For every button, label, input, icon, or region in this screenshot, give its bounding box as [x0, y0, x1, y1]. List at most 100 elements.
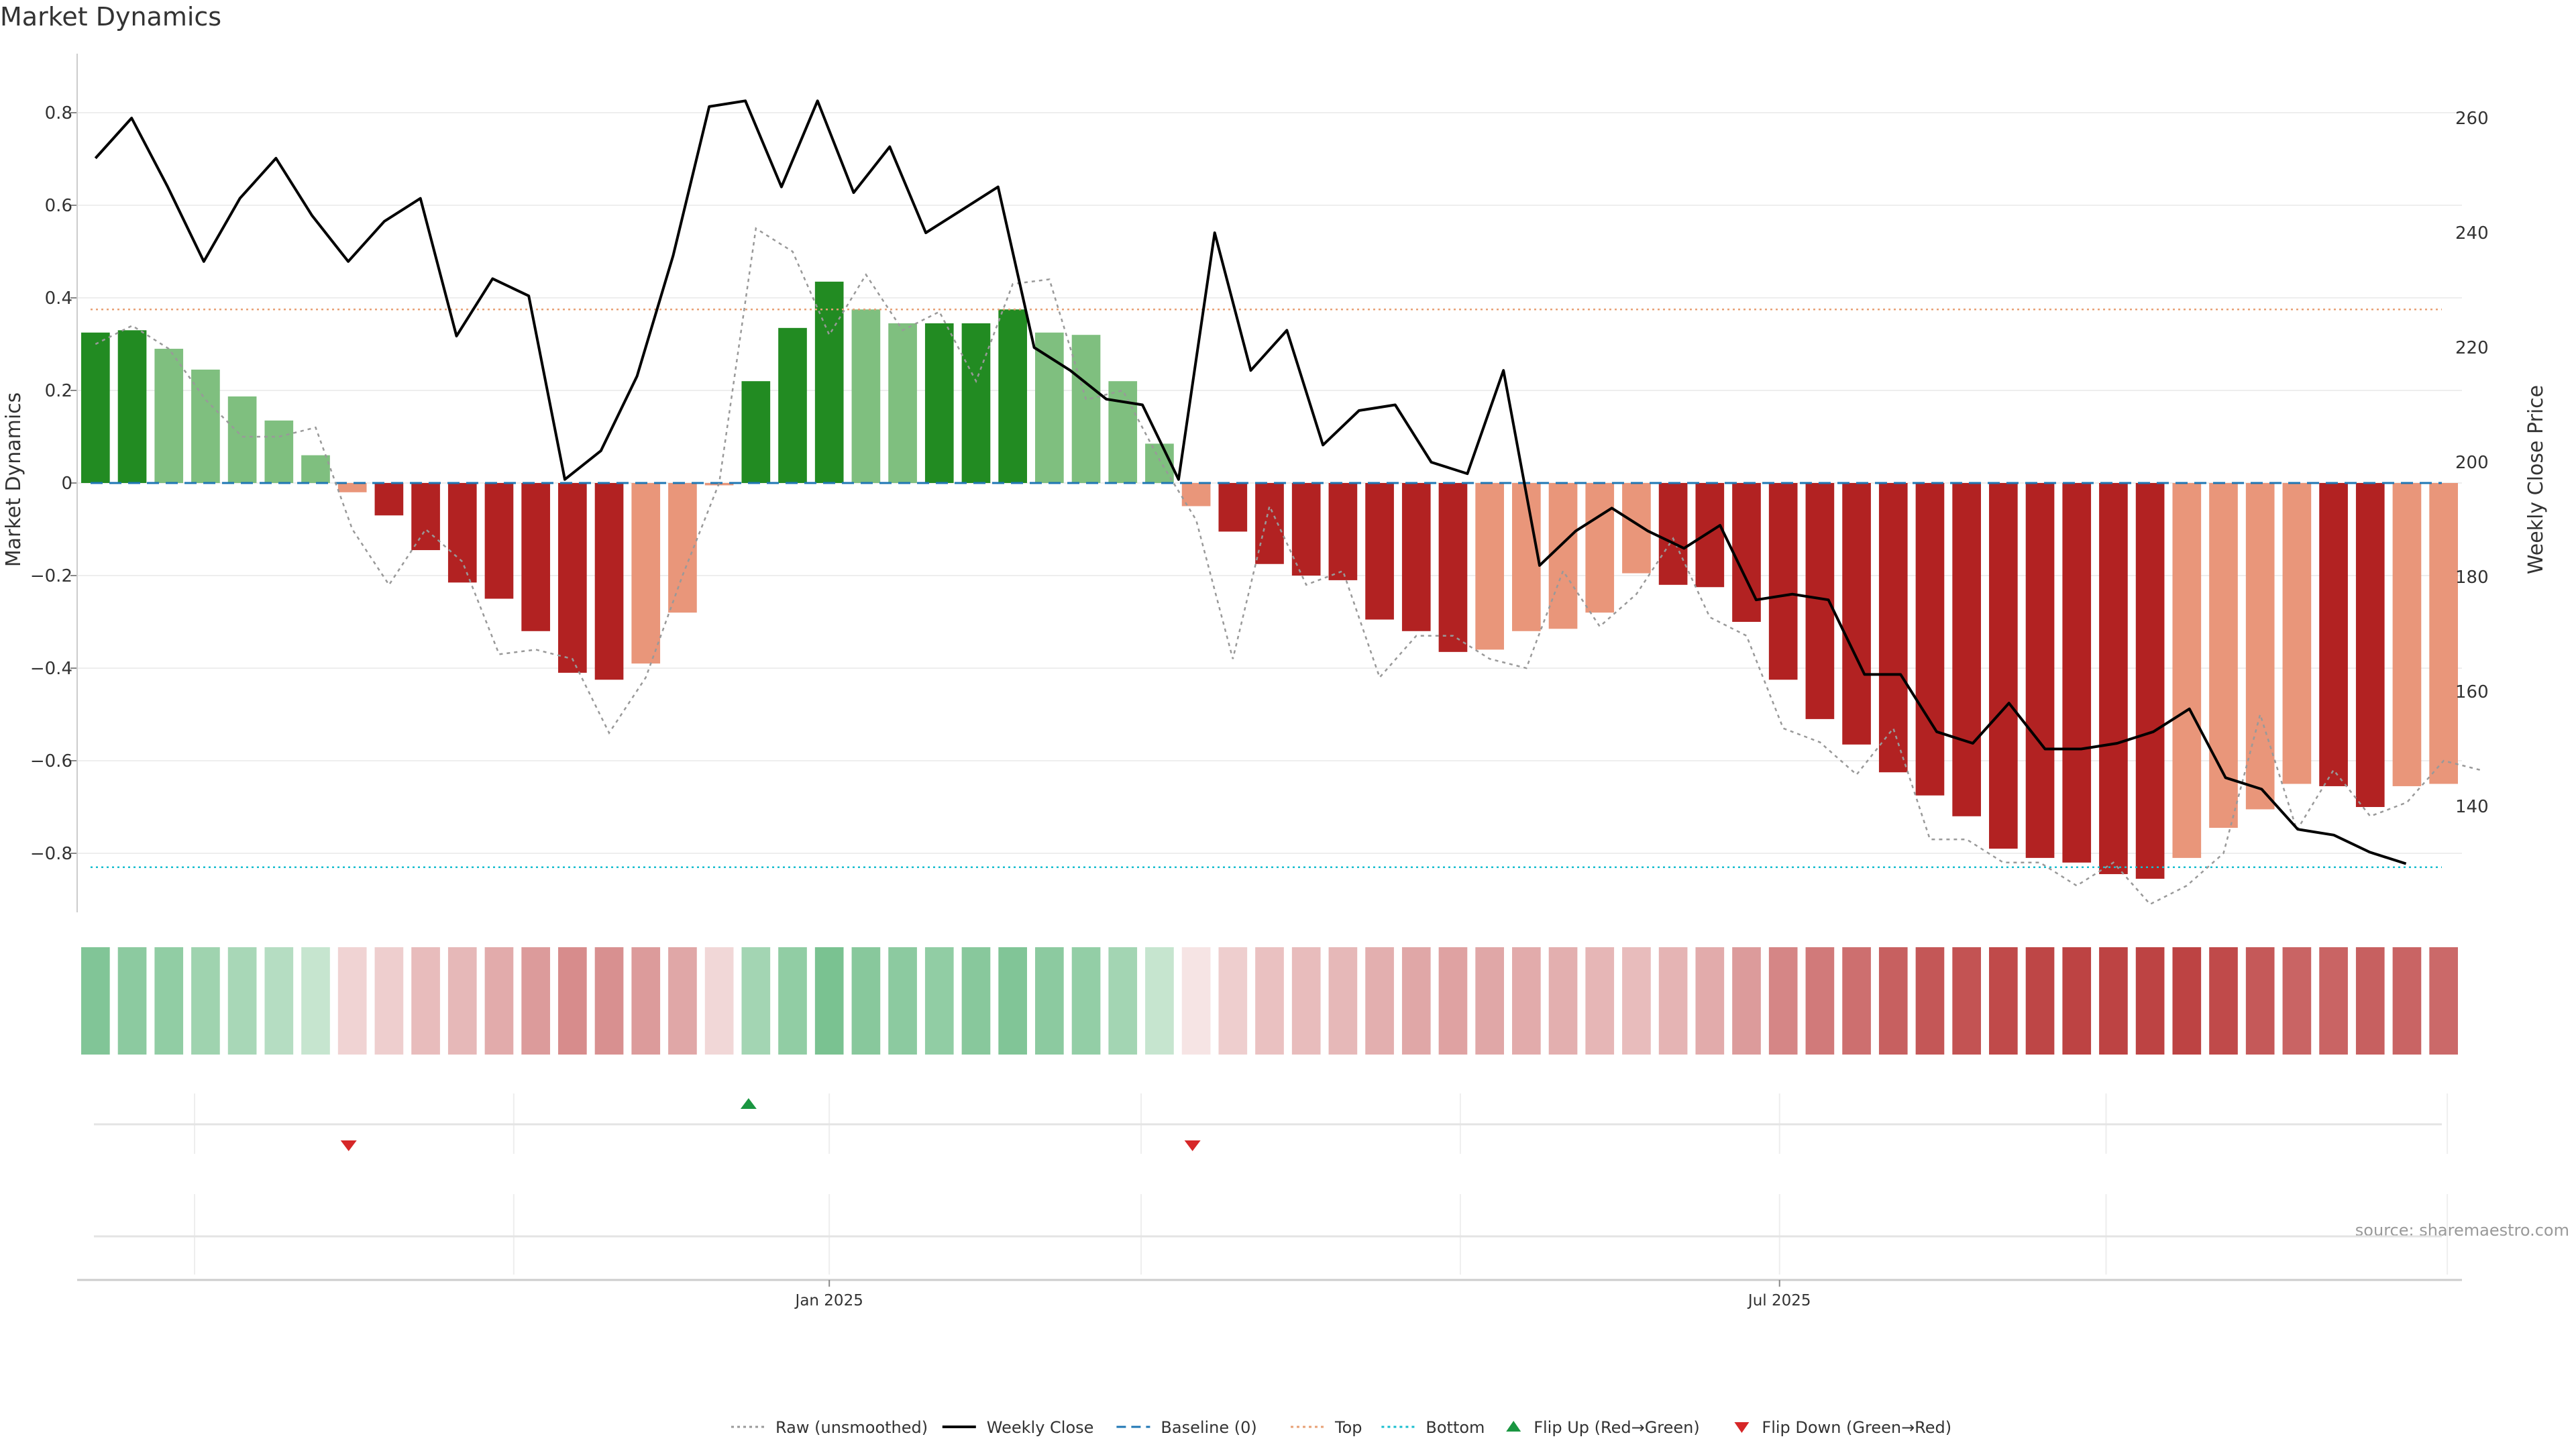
- legend-item[interactable]: Raw (unsmoothed): [731, 1418, 928, 1437]
- bar: [1768, 483, 1798, 680]
- heat-cell: [1512, 947, 1541, 1055]
- bar: [1145, 443, 1174, 483]
- legend-item[interactable]: Flip Up (Red→Green): [1506, 1418, 1700, 1437]
- bar: [1255, 483, 1284, 564]
- heat-cell: [1291, 947, 1321, 1055]
- bar: [1218, 483, 1248, 532]
- heat-cell: [961, 947, 991, 1055]
- bar: [2282, 483, 2312, 784]
- y2-axis-label: Weekly Close Price: [2524, 385, 2548, 574]
- bar: [1181, 483, 1211, 506]
- heat-cell: [301, 947, 330, 1055]
- heat-cell: [484, 947, 514, 1055]
- heat-cell: [2282, 947, 2312, 1055]
- y2-tick-label: 200: [2455, 453, 2489, 473]
- y-tick-label: −0.2: [30, 566, 72, 586]
- x-axis: Jan 2025 Jul 2025: [77, 1279, 2462, 1309]
- y-tick-label: −0.8: [30, 844, 72, 864]
- heat-cell: [1805, 947, 1835, 1055]
- legend-item[interactable]: Baseline (0): [1116, 1418, 1257, 1437]
- y-tick-label: 0.2: [45, 381, 72, 401]
- lines-layer: [91, 99, 2481, 906]
- bar: [1695, 483, 1725, 588]
- bar: [1438, 483, 1468, 652]
- legend[interactable]: Raw (unsmoothed) Weekly Close Baseline (0)…: [731, 1418, 1951, 1437]
- heat-cell: [1438, 947, 1468, 1055]
- heat-cell: [411, 947, 440, 1055]
- heat-cell: [1695, 947, 1725, 1055]
- bar: [301, 455, 330, 483]
- heat-cell: [1842, 947, 1871, 1055]
- flip-up-marker: [740, 1098, 757, 1109]
- y2-tick-label: 220: [2455, 338, 2489, 358]
- bar: [1989, 483, 2018, 849]
- bar: [2429, 483, 2458, 784]
- bar: [2209, 483, 2238, 828]
- heat-cell: [2429, 947, 2458, 1055]
- legend-label: Bottom: [1426, 1418, 1485, 1437]
- heat-cell: [851, 947, 881, 1055]
- bar: [1512, 483, 1541, 631]
- bar: [851, 309, 881, 483]
- legend-item[interactable]: Weekly Close: [942, 1418, 1094, 1437]
- heat-cell: [2245, 947, 2275, 1055]
- bar: [1842, 483, 1871, 745]
- heat-cell: [117, 947, 147, 1055]
- bar: [1291, 483, 1321, 576]
- chart-title: Market Dynamics: [0, 2, 221, 32]
- axes-layer: 0.8 0.6 0.4 0.2 0 −0.2 −0.4 −0.6 −0.8 260 240 220 20…: [30, 54, 2489, 912]
- bar: [2025, 483, 2055, 858]
- bar: [1475, 483, 1504, 650]
- heat-cell: [558, 947, 587, 1055]
- heat-cell: [2392, 947, 2422, 1055]
- heat-cell: [814, 947, 844, 1055]
- heat-cell: [1732, 947, 1761, 1055]
- y-tick-label: 0.4: [45, 288, 72, 309]
- heat-cell: [1768, 947, 1798, 1055]
- bar: [1658, 483, 1688, 585]
- heat-cell: [81, 947, 110, 1055]
- heat-cell: [2209, 947, 2238, 1055]
- bar: [264, 420, 294, 483]
- flip-up-legend-icon: [1506, 1421, 1521, 1432]
- legend-item[interactable]: Top: [1291, 1418, 1362, 1437]
- bar: [2355, 483, 2385, 807]
- legend-item[interactable]: Flip Down (Green→Red): [1734, 1418, 1951, 1437]
- bar: [924, 323, 954, 483]
- bar: [1365, 483, 1394, 620]
- heat-cell: [741, 947, 771, 1055]
- heat-cell: [1585, 947, 1615, 1055]
- bar: [631, 483, 661, 664]
- bar: [1548, 483, 1578, 629]
- bar: [741, 381, 771, 483]
- y2-tick-label: 140: [2455, 797, 2489, 817]
- heat-strip: [81, 947, 2458, 1055]
- heat-cell: [1658, 947, 1688, 1055]
- legend-label: Baseline (0): [1161, 1418, 1256, 1437]
- heat-cell: [154, 947, 184, 1055]
- heat-cell: [1989, 947, 2018, 1055]
- heat-cell: [924, 947, 954, 1055]
- heat-cell: [447, 947, 477, 1055]
- heat-cell: [1878, 947, 1908, 1055]
- bar: [2062, 483, 2092, 863]
- flip-panel: [94, 1093, 2449, 1275]
- bar: [1071, 335, 1101, 483]
- heat-cell: [1255, 947, 1284, 1055]
- weekly-close-line: [94, 99, 2407, 865]
- bar: [558, 483, 587, 673]
- heat-cell: [1145, 947, 1174, 1055]
- legend-item[interactable]: Bottom: [1381, 1418, 1485, 1437]
- y-axis-label: Market Dynamics: [2, 392, 25, 568]
- bar: [2135, 483, 2165, 879]
- legend-label: Raw (unsmoothed): [775, 1418, 928, 1437]
- bar: [2245, 483, 2275, 810]
- heat-cell: [264, 947, 294, 1055]
- bar: [594, 483, 624, 680]
- raw-line: [95, 227, 2481, 906]
- y-tick-label: −0.4: [30, 659, 72, 679]
- heat-cell: [1035, 947, 1064, 1055]
- y-tick-label: −0.6: [30, 751, 72, 771]
- bar: [117, 330, 147, 483]
- bars-layer: [81, 281, 2458, 879]
